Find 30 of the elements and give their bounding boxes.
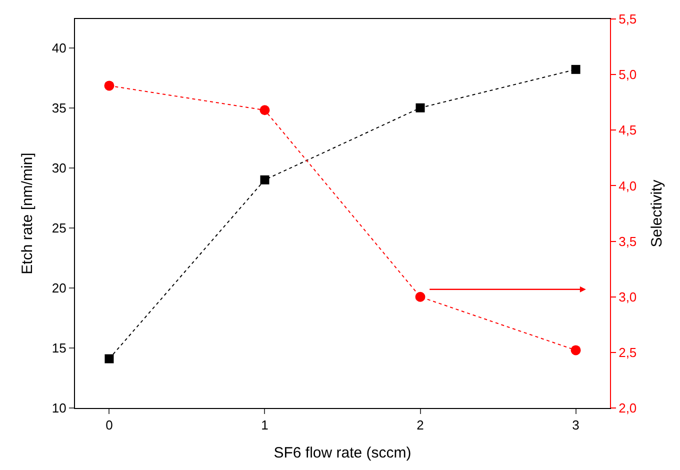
y-tick-label: 35 bbox=[52, 100, 66, 116]
y-tick-label: 10 bbox=[52, 400, 66, 416]
y-tick-label: 20 bbox=[52, 280, 66, 296]
y-axis-title: Etch rate [nm/min] bbox=[19, 152, 36, 274]
x-tick-label: 3 bbox=[572, 418, 580, 433]
y2-tick-label: 3,5 bbox=[618, 234, 637, 249]
y2-axis-title: Selectivity bbox=[648, 179, 666, 248]
x-tick-label: 1 bbox=[261, 418, 268, 433]
y2-tick-label: 2,0 bbox=[618, 400, 637, 416]
point bbox=[104, 354, 114, 364]
point bbox=[415, 292, 426, 302]
y2-tick-label: 4,0 bbox=[618, 178, 637, 194]
x-tick-label: 0 bbox=[106, 418, 113, 433]
point bbox=[260, 175, 270, 184]
y2-tick-label: 5,5 bbox=[618, 12, 637, 27]
y-tick-label: 30 bbox=[52, 160, 66, 176]
y2-tick-label: 3,0 bbox=[618, 289, 637, 304]
point bbox=[571, 64, 580, 74]
point bbox=[104, 80, 114, 91]
x-axis-title: SF6 flow rate (sccm) bbox=[274, 444, 412, 462]
y2-tick-label: 4,5 bbox=[618, 122, 637, 138]
y2-tick-label: 5,0 bbox=[618, 67, 637, 82]
point bbox=[570, 345, 581, 356]
y2-tick-label: 2,5 bbox=[618, 344, 637, 360]
point bbox=[260, 105, 270, 116]
y-tick-label: 25 bbox=[52, 220, 66, 236]
x-tick-label: 2 bbox=[416, 418, 424, 433]
y-tick-label: 15 bbox=[52, 340, 66, 356]
point bbox=[416, 103, 425, 112]
y-tick-label: 40 bbox=[52, 40, 66, 56]
